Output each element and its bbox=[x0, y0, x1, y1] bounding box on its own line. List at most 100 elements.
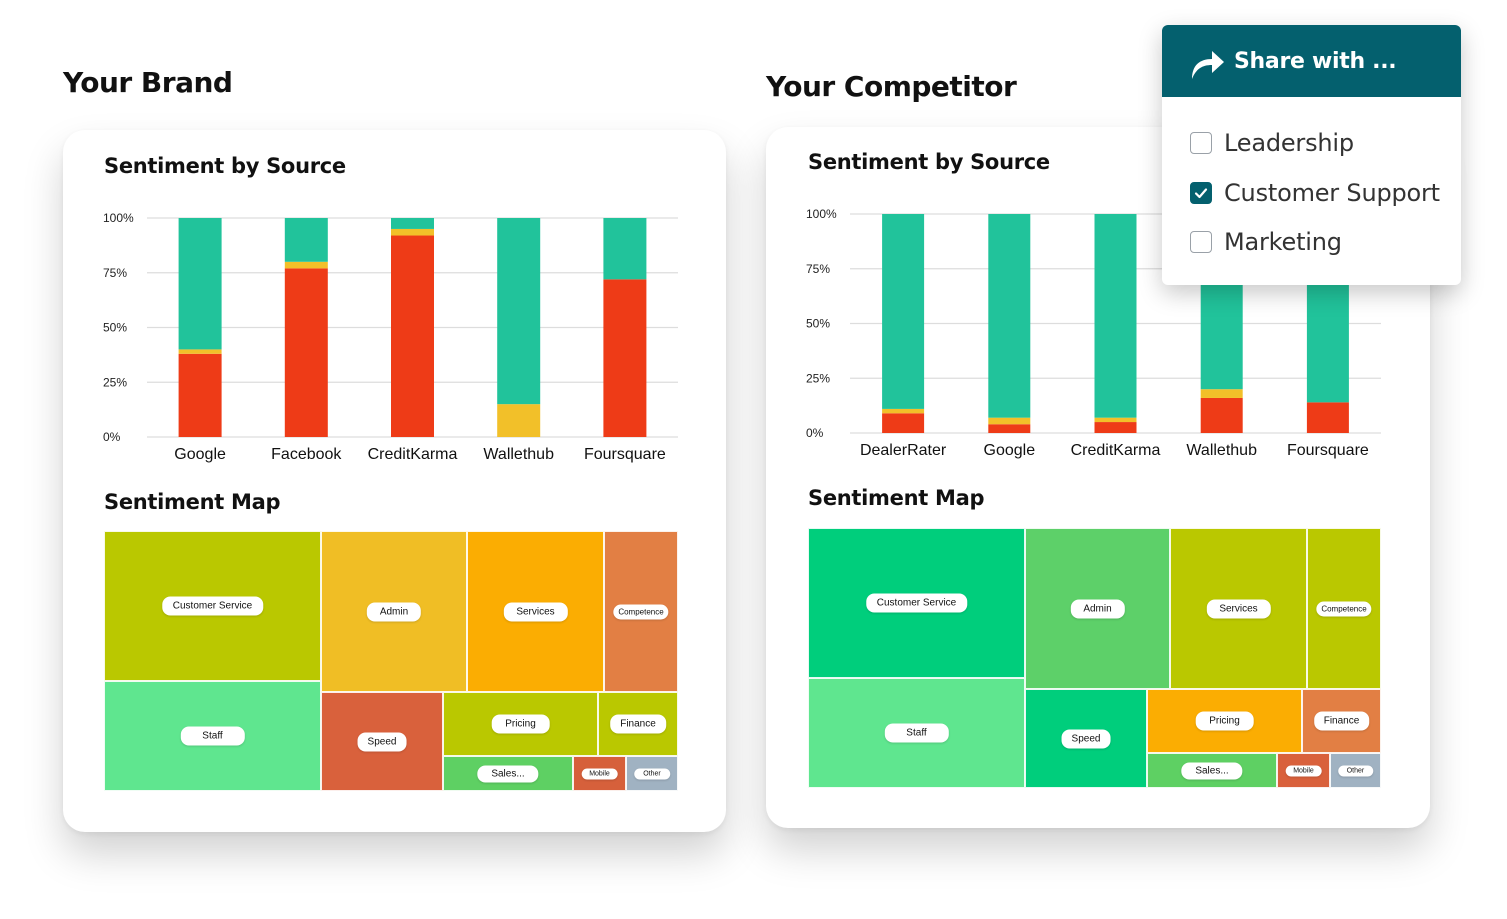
brand-card: Sentiment by Source 0% 25% 50% 75% 100% Googl… bbox=[63, 130, 726, 832]
treemap-cell[interactable]: Customer Service bbox=[104, 531, 321, 681]
treemap-label: Competence bbox=[1316, 601, 1372, 616]
treemap-label: Services bbox=[503, 602, 568, 621]
treemap-cell[interactable]: Other bbox=[1330, 753, 1381, 788]
x-tick-label: Google bbox=[984, 442, 1036, 459]
brand-heading: Your Brand bbox=[63, 66, 233, 99]
treemap-cell[interactable]: Sales... bbox=[1147, 753, 1277, 788]
bar-segment bbox=[603, 218, 647, 280]
y-tick-label: 75% bbox=[806, 262, 830, 276]
share-with-label: Share with ... bbox=[1234, 48, 1397, 74]
y-tick-label: 25% bbox=[806, 371, 830, 385]
customer-support-checkbox[interactable] bbox=[1190, 182, 1212, 204]
treemap-cell[interactable]: Finance bbox=[598, 692, 678, 756]
treemap-label: Admin bbox=[1070, 599, 1125, 618]
treemap-cell[interactable]: Sales... bbox=[443, 756, 573, 791]
treemap-label: Pricing bbox=[1195, 711, 1254, 731]
bar-segment bbox=[882, 408, 925, 414]
bar-segment bbox=[178, 353, 222, 437]
treemap-label: Mobile bbox=[581, 768, 618, 779]
bar-segment bbox=[391, 235, 434, 437]
bar-segment bbox=[497, 218, 541, 405]
treemap-cell[interactable]: Services bbox=[1170, 528, 1307, 689]
share-option-customer-support[interactable]: Customer Support bbox=[1190, 179, 1440, 207]
share-dropdown: Share with ... Leadership Customer Suppo… bbox=[1162, 25, 1461, 285]
treemap-cell[interactable]: Staff bbox=[808, 678, 1025, 788]
share-arrow-icon bbox=[1192, 51, 1224, 79]
treemap-cell[interactable]: Competence bbox=[604, 531, 678, 692]
y-tick-label: 50% bbox=[103, 321, 127, 335]
y-tick-label: 100% bbox=[103, 211, 134, 225]
checkmark-icon bbox=[1194, 188, 1208, 199]
competitor-sentiment-treemap: Customer Service Admin Services Competence S… bbox=[808, 528, 1381, 788]
treemap-cell[interactable]: Staff bbox=[104, 681, 321, 791]
x-tick-label: Foursquare bbox=[584, 446, 666, 463]
treemap-label: Sales... bbox=[1181, 762, 1243, 779]
bar-segment bbox=[988, 214, 1031, 418]
treemap-label: Mobile bbox=[1285, 765, 1322, 776]
share-with-button[interactable]: Share with ... bbox=[1162, 25, 1461, 97]
bar-segment bbox=[882, 413, 925, 433]
treemap-cell[interactable]: Admin bbox=[321, 531, 467, 692]
treemap-cell[interactable]: Other bbox=[626, 756, 678, 791]
brand-map-title: Sentiment Map bbox=[104, 490, 281, 514]
y-tick-label: 100% bbox=[806, 207, 837, 221]
treemap-cell[interactable]: Customer Service bbox=[808, 528, 1025, 678]
treemap-label: Staff bbox=[180, 726, 245, 746]
x-tick-label: Facebook bbox=[271, 446, 342, 463]
treemap-cell[interactable]: Services bbox=[467, 531, 604, 692]
y-tick-label: 0% bbox=[806, 426, 824, 440]
treemap-label: Other bbox=[634, 768, 670, 779]
treemap-cell[interactable]: Speed bbox=[321, 692, 443, 791]
marketing-checkbox[interactable] bbox=[1190, 231, 1212, 253]
bar-segment bbox=[497, 404, 541, 437]
bar-segment bbox=[1200, 397, 1243, 433]
bar-segment bbox=[284, 218, 328, 262]
x-tick-label: Wallethub bbox=[1186, 442, 1257, 459]
bar-segment bbox=[1094, 214, 1137, 418]
bar-segment bbox=[1094, 422, 1137, 433]
bar-segment bbox=[284, 261, 328, 269]
x-tick-label: DealerRater bbox=[860, 442, 947, 459]
treemap-label: Pricing bbox=[491, 714, 550, 734]
bar-segment bbox=[882, 214, 925, 409]
bar-segment bbox=[391, 228, 434, 236]
competitor-sentiment-title: Sentiment by Source bbox=[808, 150, 1050, 174]
share-option-label: Leadership bbox=[1224, 129, 1354, 157]
bar-segment bbox=[988, 424, 1031, 433]
bar-segment bbox=[391, 218, 434, 229]
x-tick-label: Google bbox=[174, 446, 226, 463]
treemap-cell[interactable]: Mobile bbox=[573, 756, 626, 791]
y-tick-label: 0% bbox=[103, 430, 121, 444]
x-tick-label: Foursquare bbox=[1287, 442, 1369, 459]
treemap-cell[interactable]: Speed bbox=[1025, 689, 1147, 788]
share-option-leadership[interactable]: Leadership bbox=[1190, 129, 1354, 157]
brand-sentiment-bar-chart: 0% 25% 50% 75% 100% Google Facebook CreditKarma… bbox=[103, 211, 678, 463]
leadership-checkbox[interactable] bbox=[1190, 132, 1212, 154]
bar-segment bbox=[1094, 417, 1137, 423]
treemap-cell[interactable]: Pricing bbox=[1147, 689, 1302, 753]
treemap-label: Speed bbox=[1061, 729, 1111, 748]
treemap-label: Sales... bbox=[477, 765, 539, 782]
share-option-marketing[interactable]: Marketing bbox=[1190, 228, 1342, 256]
bar-segment bbox=[1306, 402, 1349, 433]
treemap-cell[interactable]: Mobile bbox=[1277, 753, 1330, 788]
treemap-cell[interactable]: Admin bbox=[1025, 528, 1170, 689]
y-tick-label: 50% bbox=[806, 317, 830, 331]
bar-segment bbox=[178, 218, 222, 350]
treemap-label: Staff bbox=[884, 723, 949, 743]
treemap-label: Finance bbox=[1313, 711, 1370, 731]
x-tick-label: CreditKarma bbox=[368, 446, 458, 463]
treemap-label: Customer Service bbox=[161, 596, 264, 616]
y-tick-label: 25% bbox=[103, 375, 127, 389]
treemap-cell[interactable]: Competence bbox=[1307, 528, 1381, 689]
bar-segment bbox=[603, 279, 647, 437]
treemap-label: Admin bbox=[366, 602, 422, 621]
bar-segment bbox=[1200, 389, 1243, 398]
bar-segment bbox=[284, 268, 328, 437]
treemap-label: Other bbox=[1337, 765, 1374, 776]
treemap-cell[interactable]: Finance bbox=[1302, 689, 1381, 753]
share-option-label: Marketing bbox=[1224, 228, 1342, 256]
x-tick-label: Wallethub bbox=[483, 446, 554, 463]
share-option-label: Customer Support bbox=[1224, 179, 1440, 207]
treemap-cell[interactable]: Pricing bbox=[443, 692, 598, 756]
